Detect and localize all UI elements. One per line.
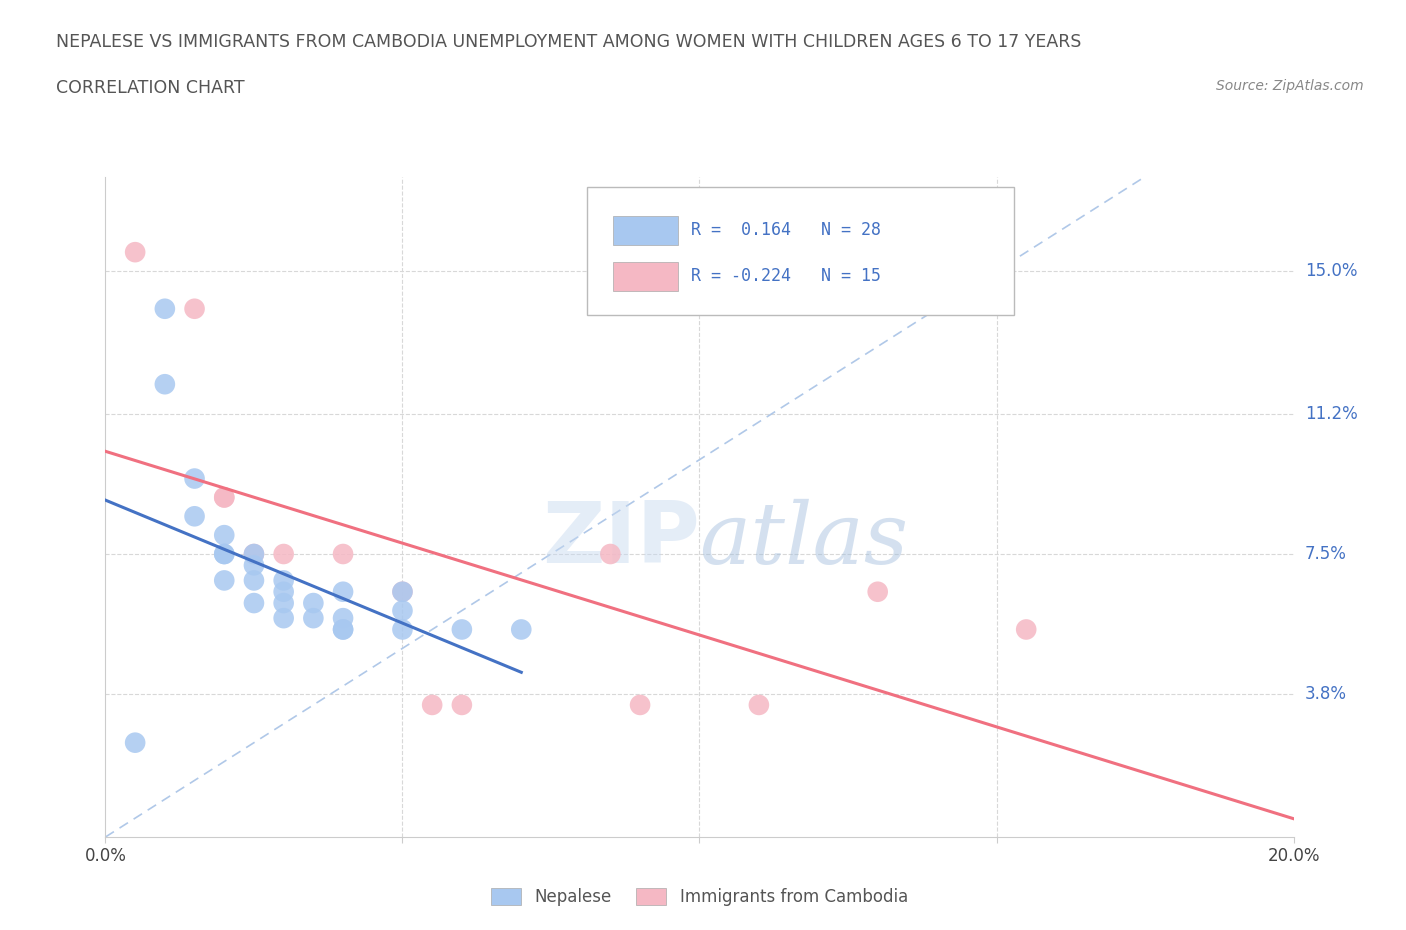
Text: R =  0.164   N = 28: R = 0.164 N = 28	[692, 221, 882, 239]
Text: R = -0.224   N = 15: R = -0.224 N = 15	[692, 268, 882, 286]
Text: 7.5%: 7.5%	[1305, 545, 1347, 563]
Point	[214, 547, 236, 562]
Point	[153, 301, 176, 316]
Point	[243, 573, 266, 588]
Bar	[613, 216, 678, 245]
Point	[391, 604, 413, 618]
Point	[332, 622, 354, 637]
Point	[420, 698, 443, 712]
Point	[332, 584, 354, 599]
Point	[332, 547, 354, 562]
Point	[214, 490, 236, 505]
FancyBboxPatch shape	[586, 187, 1014, 315]
Point	[214, 490, 236, 505]
Point	[273, 547, 295, 562]
Point	[273, 611, 295, 626]
Text: 3.8%: 3.8%	[1305, 684, 1347, 703]
Text: atlas: atlas	[700, 498, 908, 581]
Point	[450, 698, 472, 712]
Text: ZIP: ZIP	[541, 498, 700, 581]
Point	[628, 698, 651, 712]
Text: 15.0%: 15.0%	[1305, 262, 1357, 280]
Point	[243, 547, 266, 562]
Point	[302, 611, 325, 626]
Point	[243, 547, 266, 562]
Point	[214, 527, 236, 542]
Point	[183, 509, 205, 524]
Point	[243, 558, 266, 573]
Legend: Nepalese, Immigrants from Cambodia: Nepalese, Immigrants from Cambodia	[482, 880, 917, 914]
Point	[273, 573, 295, 588]
Point	[153, 377, 176, 392]
Point	[214, 547, 236, 562]
Point	[599, 547, 621, 562]
Text: NEPALESE VS IMMIGRANTS FROM CAMBODIA UNEMPLOYMENT AMONG WOMEN WITH CHILDREN AGES: NEPALESE VS IMMIGRANTS FROM CAMBODIA UNE…	[56, 33, 1081, 50]
Text: Source: ZipAtlas.com: Source: ZipAtlas.com	[1216, 79, 1364, 93]
Point	[866, 584, 889, 599]
Point	[1015, 622, 1038, 637]
Text: CORRELATION CHART: CORRELATION CHART	[56, 79, 245, 97]
Point	[273, 595, 295, 610]
Point	[332, 611, 354, 626]
Point	[183, 472, 205, 486]
Bar	[613, 262, 678, 291]
Point	[391, 584, 413, 599]
Point	[124, 245, 146, 259]
Point	[450, 622, 472, 637]
Point	[510, 622, 533, 637]
Point	[124, 736, 146, 751]
Point	[391, 584, 413, 599]
Point	[273, 584, 295, 599]
Point	[391, 622, 413, 637]
Point	[332, 622, 354, 637]
Point	[302, 595, 325, 610]
Point	[243, 595, 266, 610]
Text: 11.2%: 11.2%	[1305, 405, 1357, 423]
Point	[748, 698, 770, 712]
Point	[214, 573, 236, 588]
Point	[183, 301, 205, 316]
